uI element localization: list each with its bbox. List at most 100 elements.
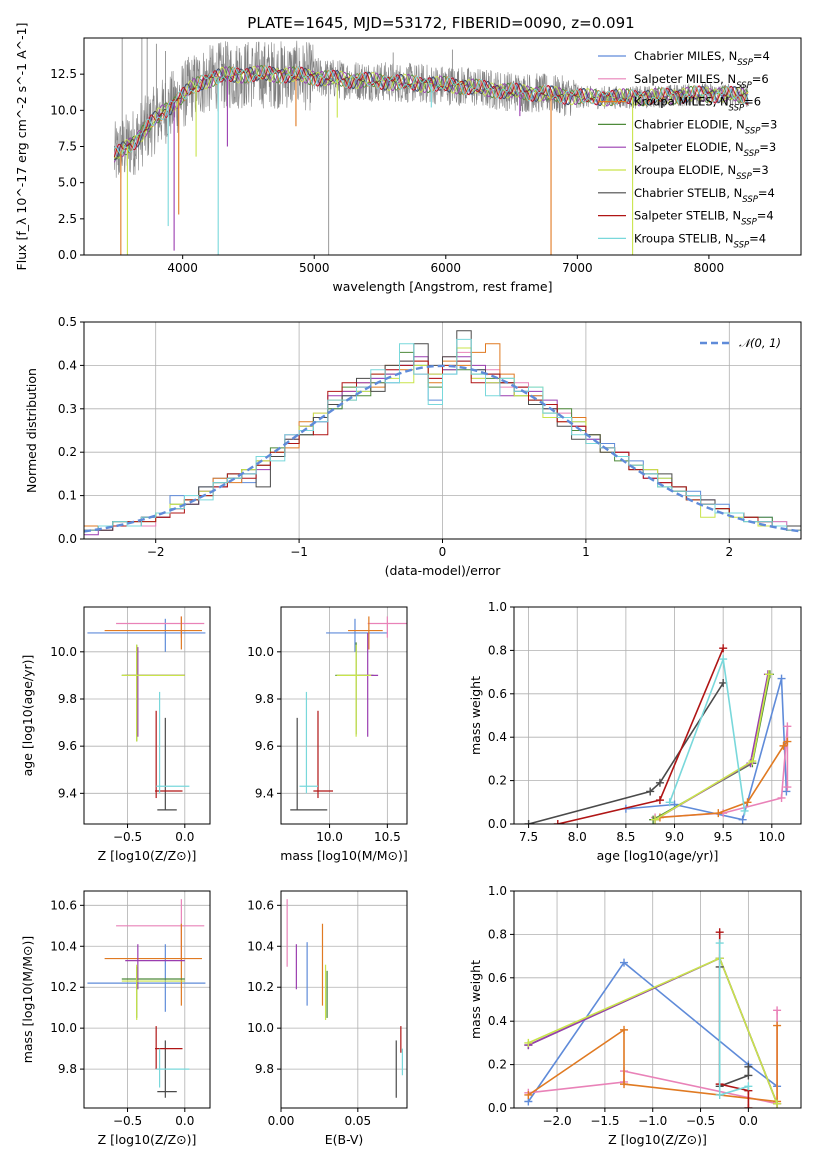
- weight-marker: [743, 798, 752, 807]
- x-axis-label: Z [log10(Z/Z⊙)]: [98, 1132, 197, 1147]
- legend-entry: 𝒩(0, 1): [739, 336, 781, 350]
- x-tick-label: −2.0: [542, 1114, 571, 1128]
- legend-entry: Salpeter ELODIE, NSSP=3: [634, 140, 776, 159]
- weight-marker: [782, 787, 791, 796]
- y-tick-label: 9.4: [58, 786, 77, 800]
- x-tick-label: 0: [439, 545, 447, 559]
- x-tick-label: 10.0: [758, 830, 785, 844]
- y-tick-label: 2.5: [58, 212, 77, 226]
- plot-frame: [83, 606, 211, 825]
- y-tick-label: 0.4: [488, 730, 507, 744]
- x-axis-label: mass [log10(M/M⊙)]: [280, 848, 408, 863]
- y-tick-label: 9.4: [255, 786, 274, 800]
- age_vs_Z-panel: −0.5 0.0 9.4 9.6 9.8 10.0 Z [log10(Z/Z⊙)] age […: [20, 606, 211, 863]
- y-tick-label: 1.0: [488, 884, 507, 898]
- y-axis-label: Flux [f_λ 10^-17 erg cm^-2 s^-1 A^-1]: [14, 23, 29, 271]
- y-tick-label: 0.6: [488, 971, 507, 985]
- mass_vs_EBV-panel: 0.00 0.05 9.8 10.0 10.2 10.4 10.6 E(B-V): [247, 890, 408, 1147]
- y-tick-label: 9.6: [58, 739, 77, 753]
- y-tick-label: 0.0: [488, 1101, 507, 1115]
- legend-entry: Chabrier STELIB, NSSP=4: [634, 186, 775, 205]
- x-tick-label: 5000: [299, 261, 330, 275]
- spectrum-panel: 4000 5000 6000 7000 8000 0.0 2.5 5.0 7.5 10.0 12.5…: [14, 23, 802, 294]
- y-tick-label: 9.8: [58, 1062, 77, 1076]
- x-tick-label: 8.0: [568, 830, 587, 844]
- weight-marker: [738, 815, 747, 824]
- x-tick-label: 6000: [431, 261, 462, 275]
- y-tick-label: 9.8: [255, 1062, 274, 1076]
- x-tick-label: 0.0: [739, 1114, 758, 1128]
- x-tick-label: 1: [582, 545, 590, 559]
- weight-marker: [773, 1021, 782, 1030]
- residuals-panel: −2 −1 0 1 2 0.0 0.1 0.2 0.3 0.4 0.5 (data-model)/er…: [24, 315, 802, 578]
- y-tick-label: 10.2: [247, 980, 274, 994]
- y-tick-label: 0.5: [58, 315, 77, 329]
- x-tick-label: 8000: [694, 261, 725, 275]
- x-tick-label: −1.0: [638, 1114, 667, 1128]
- weight-marker: [779, 741, 788, 750]
- y-tick-label: 0.8: [488, 643, 507, 657]
- plot-frame: [513, 606, 802, 825]
- weight-line: [528, 682, 724, 824]
- y-axis-label: age [log10(age/yr)]: [20, 655, 35, 777]
- weight-marker: [777, 674, 786, 683]
- weight-marker: [665, 798, 674, 807]
- y-axis-label: mass [log10(M/M⊙)]: [20, 936, 35, 1064]
- weight-marker: [715, 928, 724, 937]
- y-axis-label: mass weight: [468, 960, 483, 1039]
- y-tick-label: 10.0: [50, 1021, 77, 1035]
- weight-line: [527, 961, 778, 1102]
- y-tick-label: 0.3: [58, 402, 77, 416]
- x-tick-label: 10.0: [316, 830, 343, 844]
- model-spectrum: [113, 65, 749, 163]
- x-tick-label: 10.5: [374, 830, 401, 844]
- gaussian-curve: [84, 364, 801, 533]
- weight-marker: [719, 644, 728, 653]
- y-tick-label: 10.2: [50, 980, 77, 994]
- weight-marker: [553, 820, 562, 824]
- weight-marker: [646, 787, 655, 796]
- legend-entry: Salpeter MILES, NSSP=6: [634, 72, 769, 91]
- x-tick-label: −1.5: [590, 1114, 619, 1128]
- legend-entry: Kroupa ELODIE, NSSP=3: [634, 163, 769, 182]
- y-tick-label: 7.5: [58, 140, 77, 154]
- weight-marker: [744, 1062, 753, 1071]
- weight-marker: [719, 655, 728, 664]
- x-tick-label: 7.5: [519, 830, 538, 844]
- x-tick-label: −0.5: [113, 830, 142, 844]
- x-axis-label: wavelength [Angstrom, rest frame]: [332, 279, 552, 294]
- y-tick-label: 10.0: [50, 645, 77, 659]
- x-tick-label: 9.5: [714, 830, 733, 844]
- y-tick-label: 0.4: [488, 1014, 507, 1028]
- figure-title: PLATE=1645, MJD=53172, FIBERID=0090, z=0…: [247, 14, 634, 32]
- x-tick-label: −0.5: [113, 1114, 142, 1128]
- y-tick-label: 0.6: [488, 687, 507, 701]
- x-axis-label: (data-model)/error: [385, 563, 502, 578]
- plot-frame: [280, 606, 408, 825]
- plot-frame: [83, 321, 802, 540]
- y-tick-label: 5.0: [58, 176, 77, 190]
- x-tick-label: 0.00: [268, 1114, 295, 1128]
- weight-marker: [744, 1082, 753, 1091]
- weight-marker: [783, 783, 792, 792]
- y-tick-label: 0.2: [488, 774, 507, 788]
- y-tick-label: 12.5: [50, 67, 77, 81]
- weight-marker: [740, 806, 749, 815]
- weight-marker: [651, 815, 660, 824]
- age_vs_mass-panel: 10.0 10.5 9.4 9.6 9.8 10.0 mass [log10(M/M⊙)]: [247, 606, 408, 863]
- x-tick-label: 0.0: [175, 830, 194, 844]
- x-tick-label: 0.0: [175, 1114, 194, 1128]
- legend-entry: Kroupa STELIB, NSSP=4: [634, 231, 766, 250]
- legend-entry: Chabrier ELODIE, NSSP=3: [634, 117, 777, 136]
- x-axis-label: age [log10(age/yr)]: [597, 848, 719, 863]
- y-tick-label: 0.0: [58, 532, 77, 546]
- y-tick-label: 9.6: [255, 739, 274, 753]
- x-axis-label: Z [log10(Z/Z⊙)]: [98, 848, 197, 863]
- x-tick-label: 7000: [562, 261, 593, 275]
- weight-marker: [620, 1080, 629, 1089]
- weight_vs_Z-panel: −2.0 −1.5 −1.0 −0.5 0.0 0.0 0.2 0.4 0.6 0.8 1.0 Z […: [468, 884, 802, 1147]
- y-tick-label: 10.0: [247, 1021, 274, 1035]
- weight-marker: [777, 793, 786, 802]
- x-tick-label: −2: [147, 545, 165, 559]
